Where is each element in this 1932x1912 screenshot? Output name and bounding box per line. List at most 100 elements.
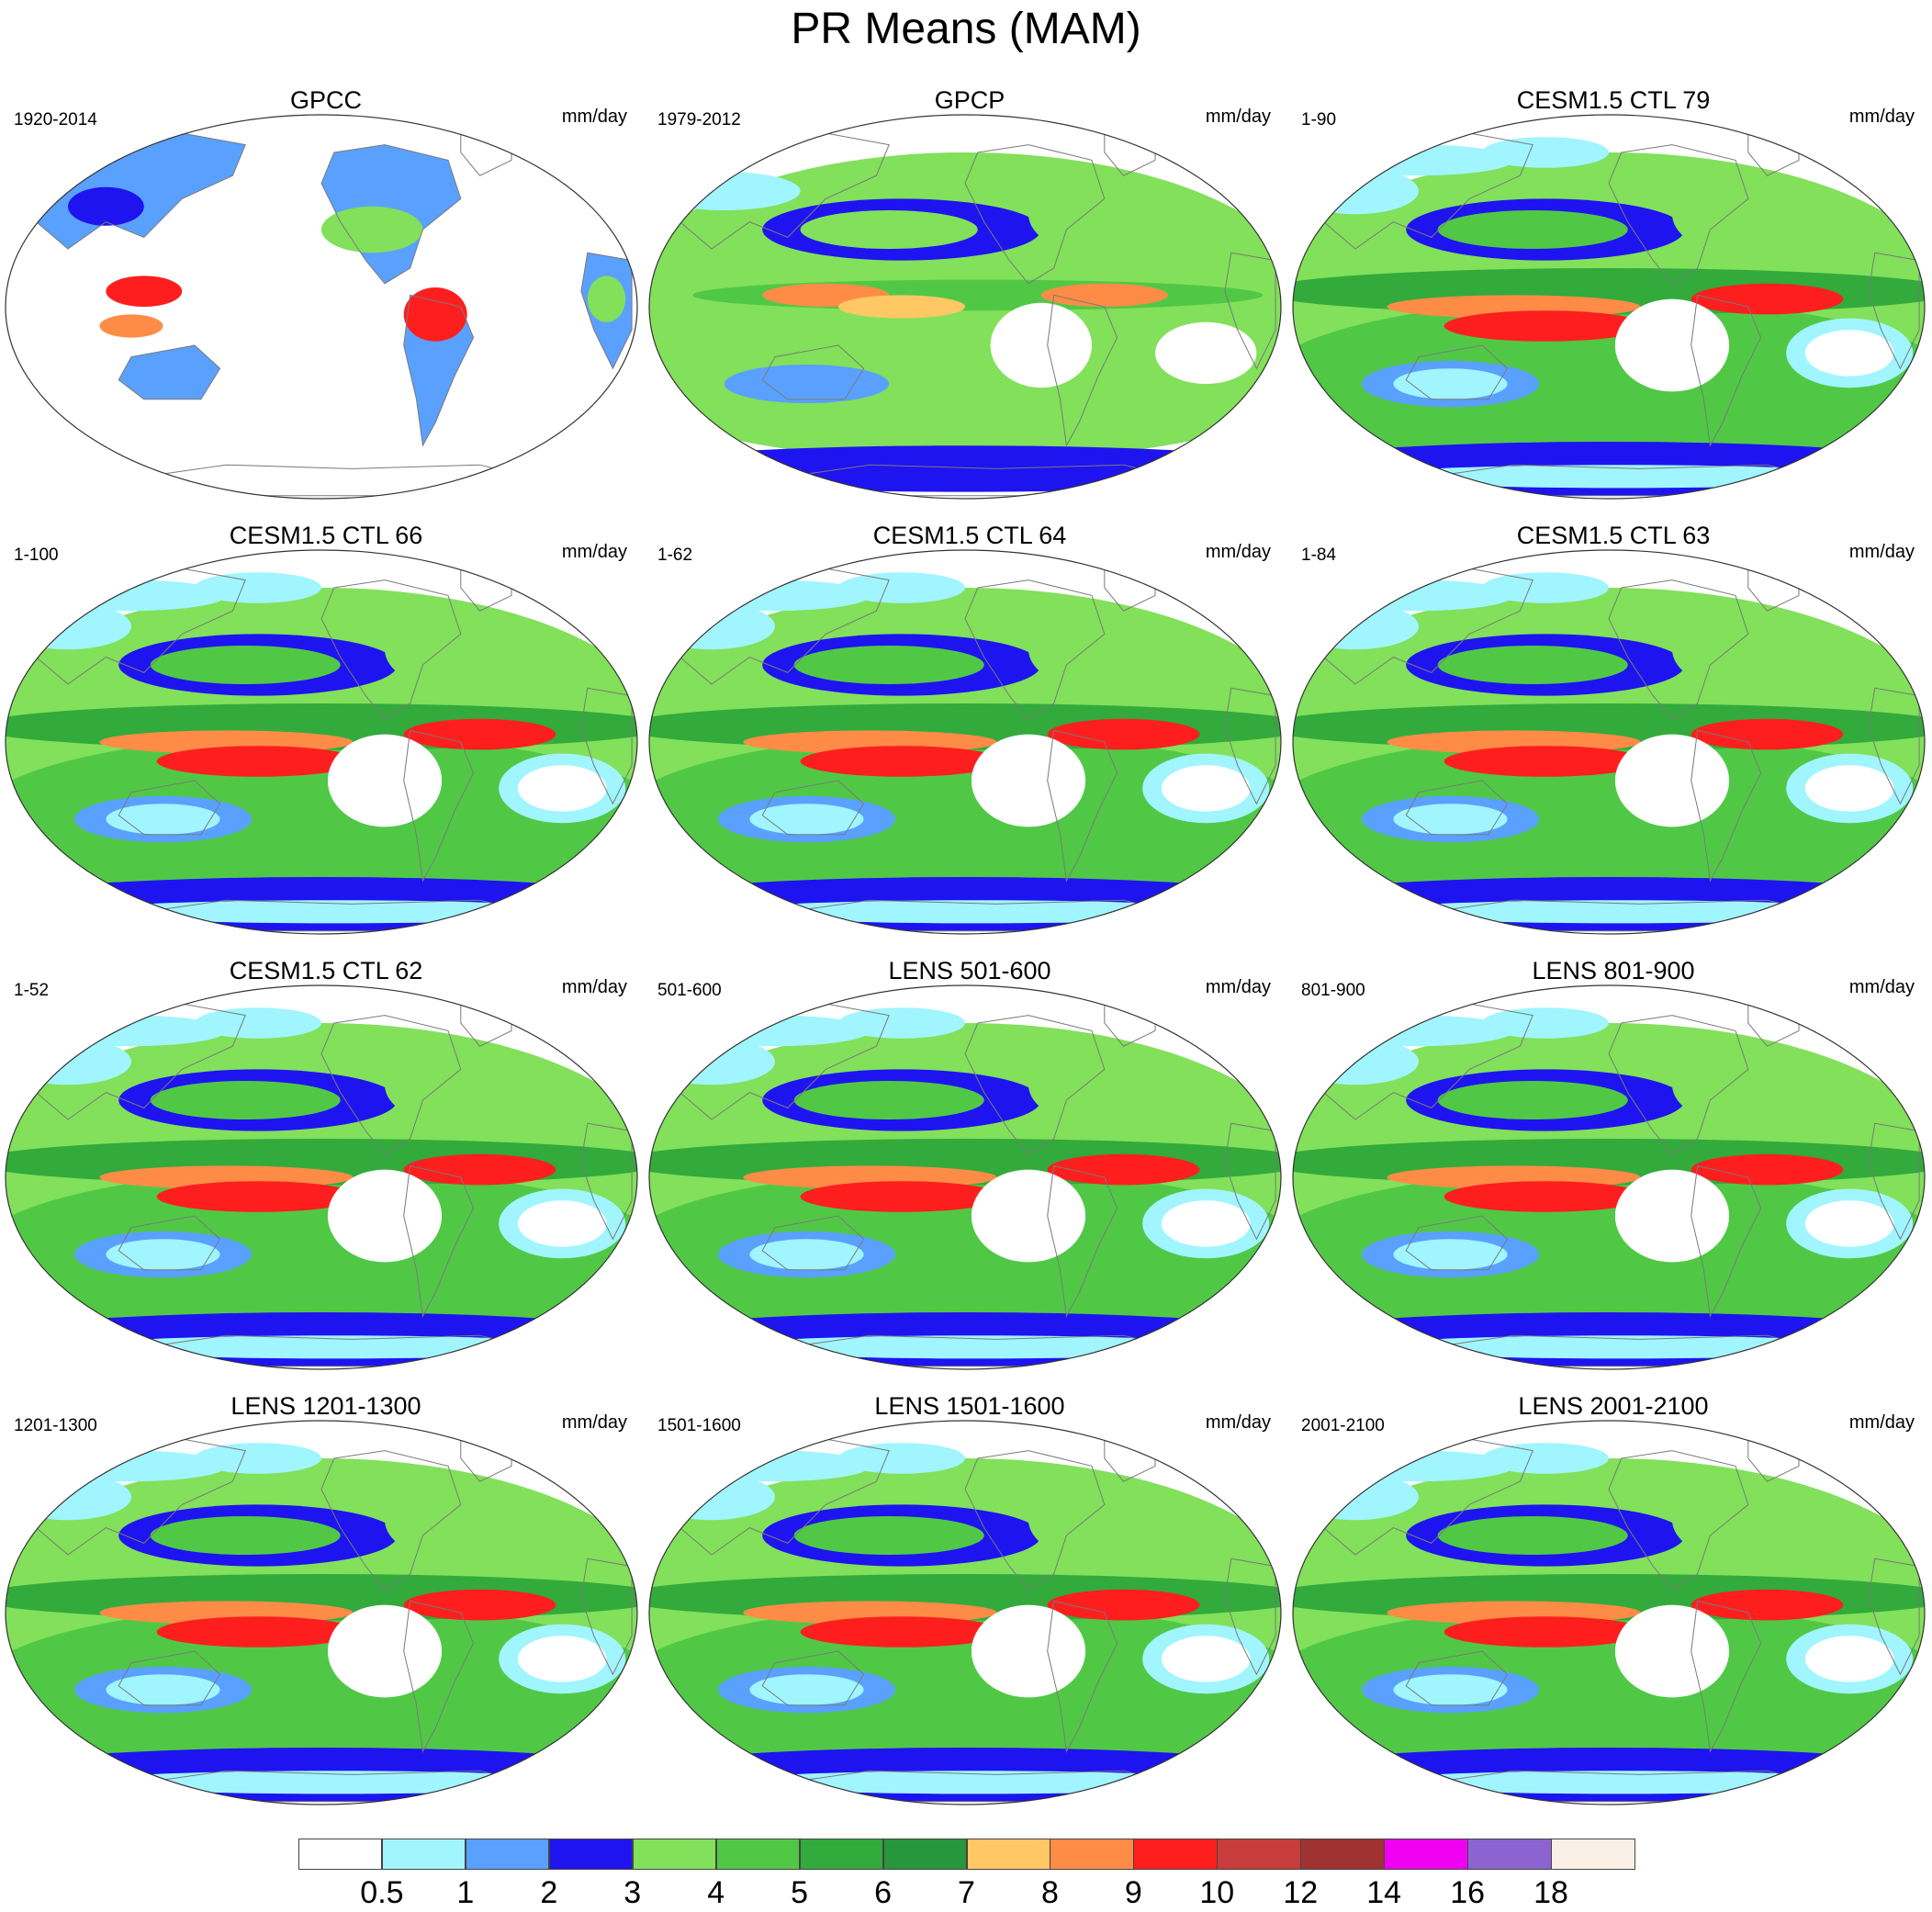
colorbar-swatch [882,1839,967,1870]
precip-map [5,1420,638,1805]
coastline-north-america [1608,1450,1749,1591]
colorbar-swatch [632,1839,717,1870]
map-panel: GPCP 1979-2012 mm/day [648,84,1291,516]
panel-units: mm/day [1848,107,1915,127]
precip-band [1804,1200,1894,1247]
precip-band [649,1169,1281,1340]
panel-title: LENS 501-600 [888,957,1051,984]
map-border [648,1420,1282,1805]
panel-title: GPCC [289,86,362,114]
precip-map [1292,549,1926,935]
coastline-south-america [403,1164,475,1318]
precip-band [1155,321,1257,384]
precip-map [1292,114,1926,500]
map-panel: CESM1.5 CTL 66 1-100 mm/day [5,520,647,951]
precip-map [648,114,1282,500]
precip-map [1292,984,1926,1370]
panel-title: LENS 1501-1600 [874,1392,1065,1420]
panel-period: 1920-2014 [14,110,97,129]
map-panel: CESM1.5 CTL 63 1-84 mm/day [1292,520,1932,951]
precip-band [1047,1589,1200,1621]
precip-band [403,287,467,342]
page-title: PR Means (MAM) [791,5,1141,53]
precip-band [800,210,978,249]
coastline-north-america [964,144,1106,285]
precip-band [1028,1481,1155,1559]
precip-band [1614,1604,1730,1698]
panel-title: LENS 801-900 [1532,957,1695,984]
precip-map [648,1420,1282,1805]
coastline-australia [761,344,865,400]
coastline-north-america [320,1015,462,1155]
map-panel: LENS 1501-1600 1501-1600 mm/day [648,1390,1291,1822]
precip-band [649,172,801,210]
precip-band [1482,1007,1609,1039]
precip-band [68,186,144,226]
precip-band [1443,1181,1647,1212]
panel-period: 2001-2100 [1301,1416,1385,1435]
coastline-australia [118,780,221,836]
colorbar-tick-label: 8 [1040,1875,1059,1910]
precip-band [1161,765,1251,812]
precip-band [1482,572,1609,603]
precip-band [1690,1153,1844,1186]
precip-band [1690,1589,1844,1621]
precip-band [150,1516,341,1555]
precip-band [6,1604,637,1775]
precip-band [971,1604,1086,1698]
precip-band [1161,1636,1251,1682]
map-border [1292,549,1926,935]
precip-band [1672,611,1799,689]
precip-band [1804,330,1894,377]
precip-band [1293,734,1925,905]
colorbar-swatch [799,1839,884,1870]
colorbar-tick-label: 4 [707,1875,725,1910]
map-border [5,114,638,500]
coastline-north-america [964,1015,1106,1155]
precip-band [1293,1169,1925,1340]
precip-band [321,206,423,253]
precip-band [1028,175,1155,253]
panel-period: 501-600 [657,981,722,1000]
coastline-south-america [403,294,475,447]
precip-band [385,611,511,689]
precip-band [1437,1516,1628,1555]
panel-units: mm/day [1848,1412,1915,1433]
map-border [648,984,1282,1370]
precip-band [99,314,163,338]
precip-band [793,646,984,684]
precip-band [6,1169,637,1340]
precip-band [327,1169,443,1263]
precip-band [195,1007,321,1039]
precip-band [649,291,1281,462]
colorbar-tick-label: 3 [623,1875,642,1910]
panel-units: mm/day [1205,977,1271,997]
panel-period: 1201-1300 [14,1416,97,1435]
precip-band [724,365,890,403]
precip-band [800,1616,1004,1648]
precip-band [517,1636,607,1682]
colorbar-swatch [1467,1839,1552,1870]
coastline-australia [118,1650,221,1706]
precip-band [1482,137,1609,168]
precip-band [403,718,556,750]
panel-units: mm/day [1205,107,1271,127]
coastline-north-america [320,144,462,285]
precip-band [1804,1636,1894,1682]
panel-units: mm/day [1205,1412,1271,1433]
precip-band [1614,1169,1730,1263]
precip-band [403,1153,556,1186]
coastline-australia [118,1215,221,1271]
precip-band [971,1169,1086,1263]
precip-band [1047,1153,1200,1186]
precip-band [1804,765,1894,812]
coastline-north-america [1608,144,1749,285]
precip-band [1437,210,1628,249]
precip-band [1437,646,1628,684]
precip-band [131,360,208,392]
map-border [648,549,1282,935]
panel-title: LENS 1201-1300 [230,1392,421,1420]
map-border [5,549,638,935]
colorbar-swatch [1217,1839,1301,1870]
colorbar-tick-label: 12 [1283,1875,1319,1910]
